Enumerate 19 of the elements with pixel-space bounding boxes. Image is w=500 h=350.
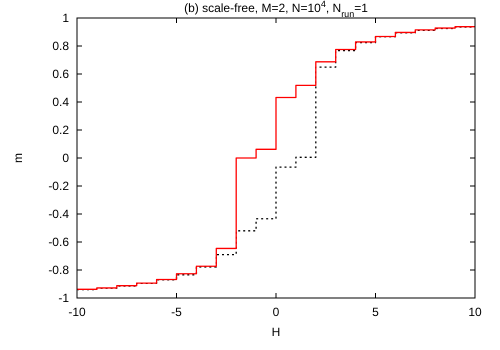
y-tick-label: 0.8	[52, 39, 70, 54]
y-tick-label: -0.6	[48, 235, 70, 250]
y-tick-label: 1	[62, 11, 70, 26]
y-tick-label: 0	[62, 151, 70, 166]
y-tick-label: -0.4	[48, 207, 70, 222]
y-tick-label: -0.2	[48, 179, 70, 194]
y-tick-label: 0.4	[52, 95, 70, 110]
y-axis-title: m	[11, 153, 25, 163]
x-tick-label: 5	[372, 305, 380, 319]
x-tick-label: 10	[468, 305, 482, 319]
y-tick-label: 0.2	[52, 123, 70, 138]
x-axis-title: H	[272, 325, 280, 339]
y-tick-label: 0.6	[52, 67, 70, 82]
chart-title: (b) scale-free, M=2, N=10$^{4}$, N$_{run}$=1	[184, 0, 368, 19]
x-tick-label: -5	[171, 305, 182, 319]
y-tick-label: -0.8	[48, 263, 70, 278]
x-tick-label: 0	[272, 305, 280, 319]
x-tick-label: -10	[68, 305, 86, 319]
y-tick-label: -1	[58, 291, 70, 306]
